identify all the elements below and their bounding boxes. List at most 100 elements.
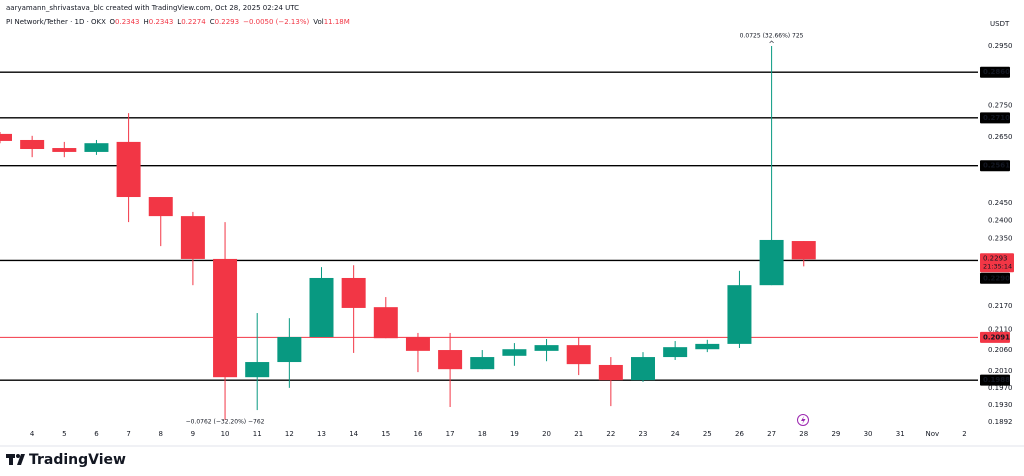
level-label: 0.2091 [983, 333, 1010, 341]
level-label-box [980, 66, 1010, 78]
x-tick-label: 6 [94, 430, 99, 438]
credit: aaryamann_shrivastava_blc created with T… [6, 4, 299, 12]
y-tick-label: 0.2400 [988, 217, 1013, 225]
candle-body [598, 364, 623, 381]
y-tick-label: 0.2170 [988, 302, 1013, 310]
x-tick-label: 14 [349, 430, 358, 438]
y-tick-label: 0.1970 [988, 384, 1013, 392]
annotation: 0.0725 (32.66%) 725 [740, 32, 804, 39]
y-tick-label: 0.2750 [988, 101, 1013, 109]
candle-body [309, 277, 334, 337]
level-label: 0.2561 [983, 162, 1010, 170]
x-tick-label: 2 [962, 430, 966, 438]
level-label-box [980, 374, 1010, 386]
candle-body [148, 197, 173, 217]
level-label: 0.1988 [983, 376, 1010, 384]
level-label: 0.2290 [983, 274, 1010, 282]
volume-key: Vol [313, 18, 324, 26]
x-tick-label: 5 [62, 430, 66, 438]
level-label-box [980, 160, 1010, 172]
x-tick-label: 19 [510, 430, 519, 438]
candle-body [534, 345, 559, 351]
x-tick-label: 4 [30, 430, 35, 438]
last-price-box [980, 253, 1014, 273]
y-tick-label: 0.2450 [988, 199, 1013, 207]
x-tick-label: 24 [671, 430, 680, 438]
x-tick-label: 30 [864, 430, 873, 438]
candle-body [245, 362, 270, 378]
x-tick-label: 26 [735, 430, 744, 438]
y-tick-label: 0.2950 [988, 42, 1013, 50]
x-tick-label: 13 [317, 430, 326, 438]
summary-key: C [210, 18, 215, 26]
y-tick-label: 0.2350 [988, 235, 1013, 243]
candle-body [438, 350, 463, 370]
x-tick-label: 16 [413, 430, 422, 438]
summary-key: L [177, 18, 181, 26]
x-tick-label: 11 [253, 430, 262, 438]
x-tick-label: 15 [381, 430, 390, 438]
candle-body [341, 277, 366, 308]
x-tick-label: 20 [542, 430, 551, 438]
y-tick-label: 0.2110 [988, 326, 1013, 334]
x-tick-label: 31 [896, 430, 905, 438]
x-tick-label: 23 [639, 430, 648, 438]
candle-body [373, 307, 398, 339]
countdown: 21:35:14 [983, 262, 1012, 270]
y-tick-label: 0.2060 [988, 346, 1013, 354]
summary-key: H [144, 18, 149, 26]
summary-value: 0.2293 [215, 18, 240, 26]
level-label-box [980, 331, 1010, 343]
x-tick-label: 9 [191, 430, 195, 438]
candle-body [180, 216, 205, 259]
candle-body [20, 139, 45, 150]
volume: 11.18M [324, 18, 350, 26]
candle-body [695, 343, 720, 350]
candle-body [52, 148, 77, 152]
candle-body [213, 258, 238, 378]
x-tick-label: 8 [159, 430, 163, 438]
header: PI Network/Tether · 1D · OKX O0.2343 H0.23… [6, 18, 350, 26]
level-label: 0.2860 [983, 68, 1010, 76]
level-label-box [980, 272, 1010, 284]
x-tick-label: 10 [221, 430, 230, 438]
x-tick-label: 25 [703, 430, 712, 438]
brand: TradingView [29, 452, 126, 468]
summary-key: O [110, 18, 116, 26]
candle-body [502, 349, 527, 356]
x-tick-label: 28 [799, 430, 808, 438]
brand-logo [6, 454, 25, 465]
candle-body [470, 357, 495, 370]
event-icon [797, 414, 809, 426]
x-tick-label: 7 [126, 430, 130, 438]
candle-body [0, 133, 12, 141]
candle-body [277, 336, 302, 363]
last-price-label: 0.2293 [983, 254, 1008, 262]
plot [0, 45, 978, 420]
x-tick-label: 21 [574, 430, 583, 438]
x-tick-label: 29 [831, 430, 840, 438]
y-tick-label: 0.2650 [988, 133, 1013, 141]
change: −0.0050 (−2.13%) [243, 18, 309, 26]
summary-value: 0.2343 [149, 18, 174, 26]
summary-value: 0.2274 [181, 18, 206, 26]
candle-body [84, 143, 109, 152]
candle-body [759, 239, 784, 286]
x-tick-label: 18 [478, 430, 487, 438]
candle-body [405, 336, 430, 351]
currency: USDT [990, 20, 1010, 28]
candle-body [791, 241, 816, 260]
x-tick-label: 12 [285, 430, 294, 438]
annotation: −0.0762 (−32.20%) −762 [186, 418, 265, 425]
candle-body [663, 347, 688, 358]
candle-body [727, 285, 752, 344]
level-label: 0.2710 [983, 114, 1010, 122]
candle-body [566, 345, 591, 365]
symbol: PI Network/Tether · 1D · OKX [6, 18, 106, 26]
y-tick-label: 0.2010 [988, 367, 1013, 375]
annotation-arrow [769, 40, 774, 44]
y-tick-label: 0.1930 [988, 401, 1013, 409]
x-tick-label: 17 [446, 430, 455, 438]
